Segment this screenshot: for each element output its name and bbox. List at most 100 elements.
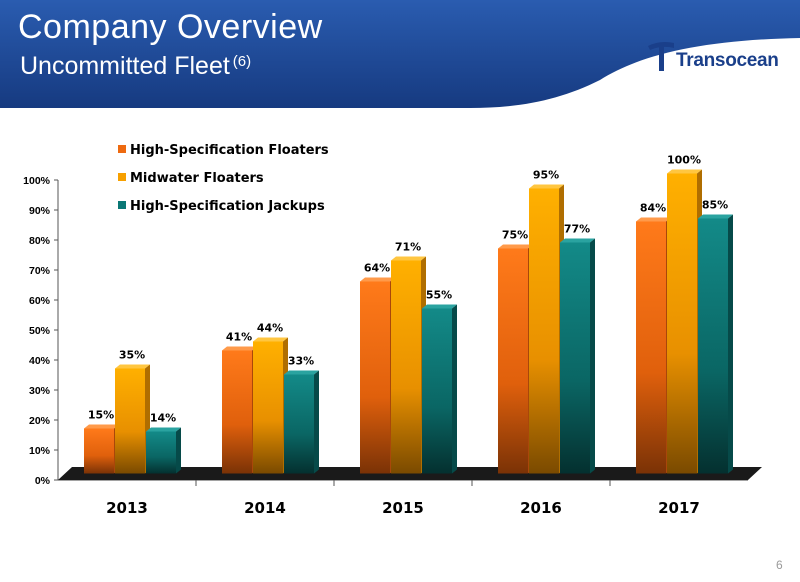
bar-front bbox=[115, 368, 145, 474]
bar-top bbox=[422, 304, 457, 309]
legend-item: High-Specification Jackups bbox=[118, 199, 325, 214]
bar-front bbox=[391, 260, 421, 474]
legend-item: Midwater Floaters bbox=[118, 171, 264, 186]
data-label: 85% bbox=[702, 199, 728, 212]
legend-swatch bbox=[118, 173, 126, 181]
bar-top bbox=[360, 277, 395, 282]
x-category-label: 2017 bbox=[658, 499, 700, 517]
data-label: 44% bbox=[257, 322, 283, 335]
x-category-label: 2015 bbox=[382, 499, 424, 517]
bar-front bbox=[498, 248, 528, 474]
x-category-label: 2016 bbox=[520, 499, 562, 517]
bar bbox=[391, 256, 426, 474]
y-tick-label: 20% bbox=[29, 415, 51, 427]
data-label: 100% bbox=[667, 154, 701, 167]
legend-item: High-Specification Floaters bbox=[118, 143, 329, 158]
bar-top bbox=[222, 346, 257, 351]
y-tick-label: 60% bbox=[29, 295, 51, 307]
bar bbox=[222, 346, 257, 474]
bar-top bbox=[253, 337, 288, 342]
data-label: 15% bbox=[88, 409, 114, 422]
page-number: 6 bbox=[776, 558, 783, 572]
bar bbox=[422, 304, 457, 474]
bar bbox=[84, 424, 119, 474]
bar bbox=[360, 277, 395, 474]
bar-front bbox=[222, 350, 252, 474]
bar bbox=[115, 364, 150, 474]
bar-top bbox=[391, 256, 426, 261]
y-tick-label: 40% bbox=[29, 355, 51, 367]
logo-text: Transocean bbox=[676, 50, 779, 71]
bar-front bbox=[667, 173, 697, 474]
axis-layer: 0% 10% 20% 30% 40% 50% 60% 70% 80% 90% 100% 2013 201… bbox=[23, 175, 748, 517]
y-tick-label: 30% bbox=[29, 385, 51, 397]
data-label: 64% bbox=[364, 262, 390, 275]
y-tick-label: 90% bbox=[29, 205, 51, 217]
data-label: 95% bbox=[533, 169, 559, 182]
x-category-label: 2013 bbox=[106, 499, 148, 517]
bar-side bbox=[314, 370, 319, 474]
legend-swatch bbox=[118, 145, 126, 153]
x-category-label: 2014 bbox=[244, 499, 286, 517]
y-tick-label: 10% bbox=[29, 445, 51, 457]
bar-front bbox=[360, 281, 390, 474]
bar-top bbox=[284, 370, 319, 375]
y-tick-label: 50% bbox=[29, 325, 51, 337]
data-label: 71% bbox=[395, 241, 421, 254]
footnote-ref: (6) bbox=[232, 53, 252, 70]
transocean-logo-icon bbox=[648, 42, 674, 71]
bar bbox=[529, 184, 564, 474]
bar-front bbox=[636, 221, 666, 474]
bar-top bbox=[667, 169, 702, 174]
bar bbox=[498, 244, 533, 474]
data-label: 84% bbox=[640, 202, 666, 215]
data-label: 55% bbox=[426, 289, 452, 302]
data-label: 35% bbox=[119, 349, 145, 362]
data-labels-layer: 15% 35% 14% 41% 44% 33% 64% 71% 55% 75% 95% 77% 84% 1… bbox=[88, 154, 728, 425]
bar bbox=[146, 427, 181, 474]
subtitle-text: Uncommitted Fleet bbox=[20, 52, 230, 80]
legend-label: Midwater Floaters bbox=[130, 171, 264, 186]
bar bbox=[253, 337, 288, 474]
bar-front bbox=[422, 308, 452, 474]
bar bbox=[636, 217, 671, 474]
bar-front bbox=[284, 374, 314, 474]
bar bbox=[698, 214, 733, 474]
bar-top bbox=[498, 244, 533, 249]
bar bbox=[560, 238, 595, 474]
legend-label: High-Specification Jackups bbox=[130, 199, 325, 214]
legend: High-Specification Floaters Midwater Floa… bbox=[118, 143, 329, 214]
header-banner bbox=[0, 0, 800, 108]
bar-front bbox=[698, 218, 728, 474]
data-label: 77% bbox=[564, 223, 590, 236]
page-title: Company Overview bbox=[18, 8, 323, 46]
bar-side bbox=[176, 427, 181, 474]
bar-top bbox=[529, 184, 564, 189]
bars-layer bbox=[84, 169, 733, 474]
bar-side bbox=[452, 304, 457, 474]
bar-top bbox=[636, 217, 671, 222]
data-label: 41% bbox=[226, 331, 252, 344]
bar-side bbox=[728, 214, 733, 474]
bar-top bbox=[84, 424, 119, 429]
bar-top bbox=[560, 238, 595, 243]
bar-top bbox=[698, 214, 733, 219]
bar-front bbox=[560, 242, 590, 474]
bar-top bbox=[115, 364, 150, 369]
bar-side bbox=[590, 238, 595, 474]
y-tick-label: 70% bbox=[29, 265, 51, 277]
bar-front bbox=[84, 428, 114, 474]
y-tick-label: 80% bbox=[29, 235, 51, 247]
bar-front bbox=[253, 341, 283, 474]
page-subtitle: Uncommitted Fleet (6) bbox=[20, 52, 251, 81]
y-tick-label: 100% bbox=[23, 175, 51, 187]
legend-label: High-Specification Floaters bbox=[130, 143, 329, 158]
bar-top bbox=[146, 427, 181, 432]
bar-front bbox=[529, 188, 559, 474]
data-label: 14% bbox=[150, 412, 176, 425]
bar bbox=[284, 370, 319, 474]
bar-front bbox=[146, 431, 176, 474]
y-tick-label: 0% bbox=[35, 475, 51, 487]
data-label: 75% bbox=[502, 229, 528, 242]
